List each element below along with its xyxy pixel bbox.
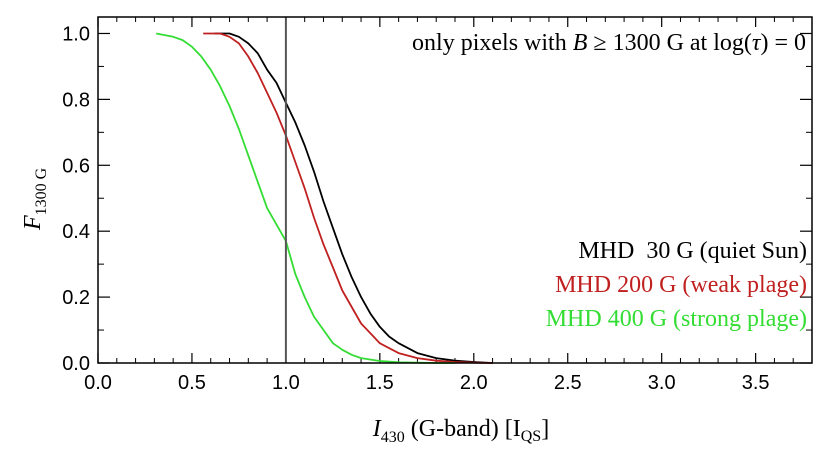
x-axis-label: I430 (G-band) [IQS] bbox=[372, 416, 549, 446]
x-tick-label: 0.5 bbox=[178, 372, 206, 394]
x-axis-text: (G-band) [I bbox=[405, 416, 521, 442]
legend-entry-1: MHD 30 G (quiet Sun) bbox=[578, 238, 807, 264]
y-tick-label: 0.0 bbox=[62, 353, 90, 375]
y-axis-label: F1300 G bbox=[20, 167, 50, 231]
y-tick-label: 0.8 bbox=[62, 89, 90, 111]
legend-entry-2: MHD 200 G (weak plage) bbox=[555, 272, 807, 298]
y-tick-label: 1.0 bbox=[62, 23, 90, 45]
x-tick-label: 1.0 bbox=[272, 372, 300, 394]
x-axis-var-sub: 430 bbox=[381, 429, 405, 446]
plot-frame bbox=[97, 16, 813, 364]
annotation-prefix: only pixels with bbox=[412, 30, 573, 56]
annotation-tau: τ bbox=[752, 30, 762, 56]
x-tick-label: 2.0 bbox=[460, 372, 488, 394]
y-axis-var: F bbox=[20, 215, 46, 231]
legend-entry-3: MHD 400 G (strong plage) bbox=[546, 306, 807, 332]
series-line-1 bbox=[214, 32, 493, 364]
x-axis-close: ] bbox=[541, 416, 549, 442]
x-tick-label: 1.5 bbox=[366, 372, 394, 394]
y-axis-var-sub: 1300 G bbox=[33, 167, 50, 215]
y-tick-label: 0.2 bbox=[62, 287, 90, 309]
series-layer bbox=[156, 32, 493, 364]
x-tick-label: 3.5 bbox=[742, 372, 770, 394]
y-tick-label: 0.4 bbox=[62, 221, 90, 243]
y-tick-label: 0.6 bbox=[62, 155, 90, 177]
annotation-suffix: ) = 0 bbox=[760, 30, 806, 56]
series-line-3 bbox=[156, 32, 455, 364]
x-tick-label: 2.5 bbox=[554, 372, 582, 394]
x-axis-unit-sub: QS bbox=[521, 428, 541, 445]
legend: MHD 30 G (quiet Sun) MHD 200 G (weak plag… bbox=[546, 238, 807, 332]
series-line-2 bbox=[203, 32, 493, 364]
annotation-var: B bbox=[573, 30, 588, 56]
x-tick-label: 0.0 bbox=[84, 372, 112, 394]
annotation-rel: ≥ 1300 G at log( bbox=[587, 30, 751, 56]
tick-layer: 0.0 0.5 1.0 1.5 2.0 2.5 3.0 3.5 0.0 0.2 0.4 0.6 0.8 1… bbox=[62, 17, 812, 394]
chart-annotation: only pixels with B ≥ 1300 G at log(τ) = … bbox=[412, 30, 806, 56]
x-tick-label: 3.0 bbox=[648, 372, 676, 394]
x-axis-var: I bbox=[372, 416, 382, 442]
